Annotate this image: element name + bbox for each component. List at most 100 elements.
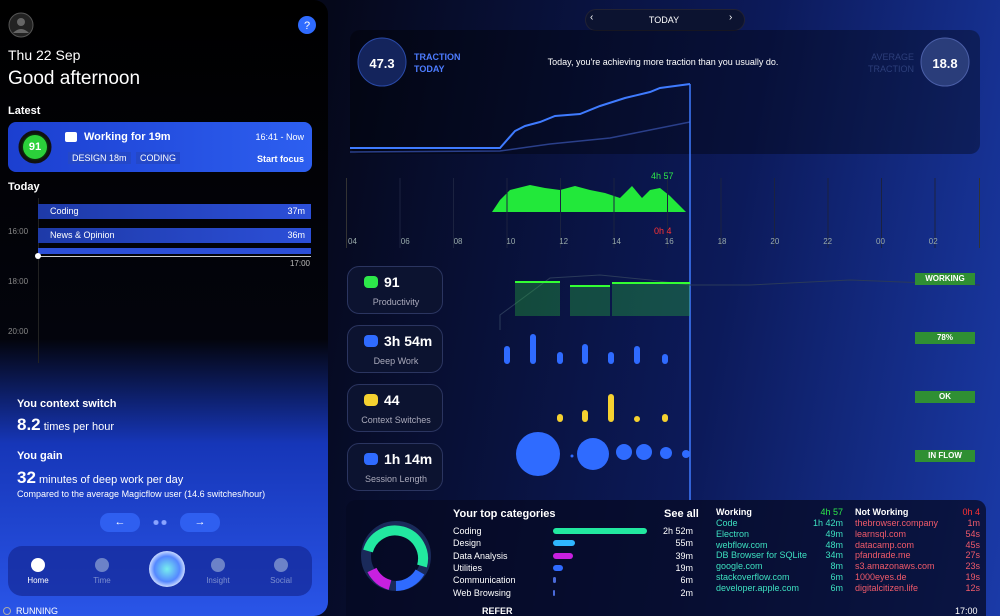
insight-note: Compared to the average Magicflow user (… bbox=[17, 489, 266, 499]
avatar[interactable] bbox=[8, 12, 34, 38]
hour-label: 06 bbox=[400, 237, 410, 246]
metric-value: 44 bbox=[384, 392, 400, 408]
traction-line bbox=[350, 83, 691, 149]
metric-icon bbox=[364, 335, 378, 347]
traction-today-value: 47.3 bbox=[369, 56, 395, 71]
category-bar bbox=[553, 564, 563, 571]
nav-icon[interactable] bbox=[274, 558, 288, 572]
hour-label: 00 bbox=[876, 237, 885, 246]
latest-title: Working for 19m bbox=[84, 131, 171, 143]
category-bar bbox=[553, 552, 573, 559]
working-app: webflow.com bbox=[716, 539, 768, 550]
block-duration: 36m bbox=[287, 230, 305, 240]
insight-value: 32 bbox=[17, 468, 36, 487]
traction-panel bbox=[350, 30, 980, 154]
average-label: AVERAGE TRACTION bbox=[868, 52, 914, 74]
see-all[interactable]: See all bbox=[664, 508, 699, 520]
section-heading: Latest bbox=[8, 105, 41, 117]
not-working-app: thebrowser.company bbox=[855, 518, 939, 528]
help-button[interactable]: ? bbox=[296, 14, 318, 36]
working-app: DB Browser for SQLite bbox=[716, 550, 808, 561]
pager-dots bbox=[152, 520, 168, 525]
briefcase-icon bbox=[65, 132, 77, 142]
category-name: Web Browsing bbox=[453, 587, 511, 598]
start-focus[interactable]: Start focus bbox=[256, 154, 304, 164]
metric-card[interactable]: 91 Productivity bbox=[347, 266, 443, 314]
not-working-title: Not Working bbox=[855, 507, 909, 517]
greeting: Good afternoon bbox=[8, 68, 141, 89]
metric-card[interactable]: 44 Context Switches bbox=[347, 384, 443, 432]
prev-button[interactable]: ← bbox=[100, 513, 140, 532]
average-value: 18.8 bbox=[932, 56, 958, 71]
status-badge: OK bbox=[915, 391, 975, 403]
nav-label[interactable]: Insight bbox=[206, 576, 230, 585]
nav-icon[interactable] bbox=[211, 558, 225, 572]
not-working-app: pfandrade.me bbox=[855, 550, 911, 561]
hour-label: 12 bbox=[559, 237, 569, 246]
prev-day[interactable]: ‹ bbox=[590, 12, 594, 23]
category-time: 2m bbox=[680, 587, 693, 598]
category-name: Communication bbox=[453, 575, 516, 586]
summary-panel bbox=[346, 500, 986, 616]
working-app: google.com bbox=[716, 561, 763, 572]
category-name: Coding bbox=[453, 526, 482, 536]
metric-card[interactable]: 3h 54m Deep Work bbox=[347, 325, 443, 373]
nav-icon[interactable] bbox=[95, 558, 109, 572]
metric-value: 1h 14m bbox=[384, 451, 433, 467]
working-app: Code bbox=[716, 518, 738, 528]
nav-label[interactable]: Time bbox=[93, 576, 111, 585]
categories-title: Your top categories bbox=[453, 508, 556, 520]
nav-label[interactable]: Social bbox=[270, 576, 292, 585]
traction-today-label: TRACTION TODAY bbox=[414, 52, 461, 74]
hour-label: 16 bbox=[664, 237, 674, 246]
timeline-axis bbox=[38, 198, 39, 363]
metric-card[interactable]: 1h 14m Session Length bbox=[347, 443, 443, 491]
next-button[interactable]: → bbox=[180, 513, 220, 532]
working-total: 4h 57 bbox=[651, 171, 674, 181]
working-time: 34m bbox=[825, 550, 843, 561]
metric-label: Productivity bbox=[372, 297, 420, 307]
not-working-app: digitalcitizen.life bbox=[855, 582, 919, 593]
latest-time: 16:41 - Now bbox=[255, 132, 304, 142]
not-working-app: 1000eyes.de bbox=[855, 572, 907, 582]
insight-heading: You gain bbox=[17, 450, 63, 462]
date-label[interactable]: TODAY bbox=[648, 15, 680, 25]
nav-label[interactable]: Home bbox=[27, 576, 49, 585]
center-button[interactable] bbox=[149, 551, 185, 587]
score: 91 bbox=[28, 141, 42, 153]
not-working-time: 45s bbox=[965, 539, 980, 550]
nav-icon[interactable] bbox=[31, 558, 45, 572]
working-time: 48m bbox=[825, 539, 843, 550]
time-label: 16:00 bbox=[8, 227, 29, 236]
date: Thu 22 Sep bbox=[8, 47, 81, 63]
refer[interactable]: REFER bbox=[482, 606, 513, 616]
not-working-app: datacamp.com bbox=[855, 539, 915, 550]
productivity-trend bbox=[499, 274, 981, 330]
traction-circle bbox=[920, 37, 970, 87]
category-donut bbox=[361, 521, 431, 591]
metric-value: 3h 54m bbox=[384, 333, 433, 349]
category-time: 19m bbox=[675, 562, 693, 573]
working-time: 49m bbox=[825, 528, 843, 539]
working-app: Electron bbox=[716, 528, 750, 539]
timeline-block[interactable]: News & Opinion 36m bbox=[38, 228, 311, 243]
timeline-block[interactable]: Coding 37m bbox=[38, 204, 311, 219]
next-day[interactable]: › bbox=[729, 12, 733, 23]
traction-circle bbox=[357, 37, 407, 87]
hour-label: 22 bbox=[823, 237, 833, 246]
status-icon bbox=[3, 607, 11, 615]
not-working-total: 0h 4 bbox=[962, 507, 980, 517]
now-dot bbox=[35, 253, 41, 259]
working-time: 8m bbox=[830, 561, 843, 572]
latest-card[interactable]: 91 Working for 19m DESIGN 18m CODING 16:… bbox=[8, 122, 312, 172]
traction-chart bbox=[350, 37, 981, 500]
average-line bbox=[350, 121, 691, 153]
not-working-time: 54s bbox=[965, 528, 980, 539]
status-badge: WORKING bbox=[915, 273, 975, 285]
metric-icon bbox=[364, 453, 378, 465]
status-badge: 78% bbox=[915, 332, 975, 344]
hour-label: 20 bbox=[770, 237, 780, 246]
category-bar bbox=[553, 528, 647, 534]
metric-icon bbox=[364, 276, 378, 288]
